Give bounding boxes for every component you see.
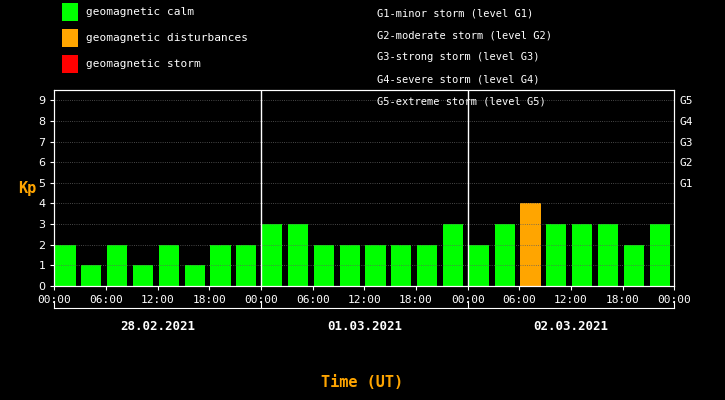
Text: geomagnetic calm: geomagnetic calm bbox=[86, 7, 194, 17]
Bar bbox=[417, 245, 437, 286]
Bar bbox=[185, 265, 204, 286]
Bar bbox=[107, 245, 128, 286]
Bar bbox=[159, 245, 179, 286]
Bar bbox=[81, 265, 102, 286]
Text: geomagnetic disturbances: geomagnetic disturbances bbox=[86, 33, 248, 43]
Bar bbox=[521, 204, 541, 286]
Bar bbox=[469, 245, 489, 286]
Text: 02.03.2021: 02.03.2021 bbox=[534, 320, 608, 332]
Bar bbox=[546, 224, 566, 286]
Bar bbox=[624, 245, 644, 286]
Bar bbox=[236, 245, 257, 286]
Text: G4-severe storm (level G4): G4-severe storm (level G4) bbox=[377, 74, 539, 84]
Text: G5-extreme storm (level G5): G5-extreme storm (level G5) bbox=[377, 96, 546, 106]
Bar bbox=[314, 245, 334, 286]
Bar bbox=[339, 245, 360, 286]
Bar bbox=[262, 224, 282, 286]
Bar bbox=[443, 224, 463, 286]
Text: G1-minor storm (level G1): G1-minor storm (level G1) bbox=[377, 8, 534, 18]
Text: geomagnetic storm: geomagnetic storm bbox=[86, 59, 201, 69]
Bar bbox=[494, 224, 515, 286]
Bar bbox=[650, 224, 670, 286]
Bar bbox=[56, 245, 75, 286]
Text: 01.03.2021: 01.03.2021 bbox=[327, 320, 402, 332]
Bar bbox=[598, 224, 618, 286]
Bar bbox=[392, 245, 411, 286]
Text: Time (UT): Time (UT) bbox=[321, 375, 404, 390]
Bar bbox=[365, 245, 386, 286]
Bar bbox=[572, 224, 592, 286]
Bar bbox=[133, 265, 153, 286]
Bar bbox=[210, 245, 231, 286]
Y-axis label: Kp: Kp bbox=[18, 180, 36, 196]
Text: G3-strong storm (level G3): G3-strong storm (level G3) bbox=[377, 52, 539, 62]
Text: G2-moderate storm (level G2): G2-moderate storm (level G2) bbox=[377, 30, 552, 40]
Text: 28.02.2021: 28.02.2021 bbox=[120, 320, 195, 332]
Bar bbox=[288, 224, 308, 286]
